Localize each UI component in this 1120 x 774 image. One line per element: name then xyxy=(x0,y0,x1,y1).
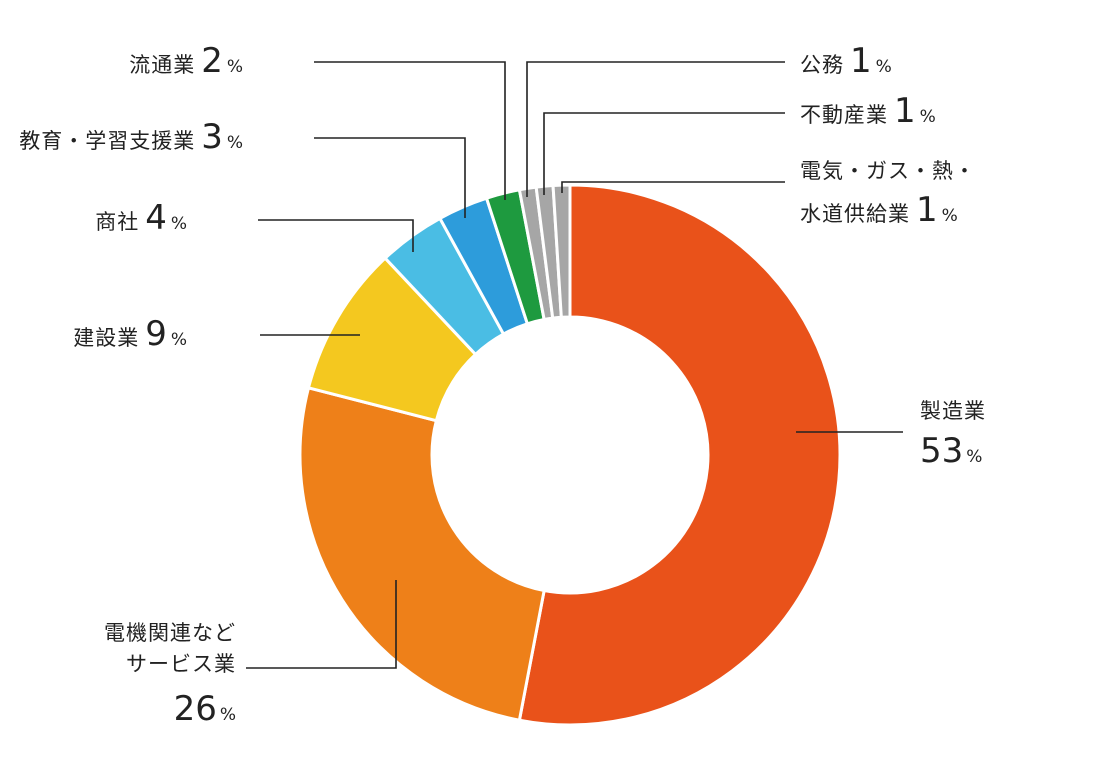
slice-label-4: 教育・学習支援業 3% xyxy=(19,117,244,157)
slice-value-2: 9 xyxy=(145,314,168,354)
slice-value-7: 1 xyxy=(894,91,917,131)
slice-value-0: 53% xyxy=(920,431,982,471)
leader-line-5 xyxy=(314,61,506,200)
slice-label-1-line-0: 電機関連など xyxy=(104,621,236,645)
slice-value-1: 26% xyxy=(174,689,236,729)
slice-value-4: 3 xyxy=(201,117,224,157)
slice-unit-4: % xyxy=(227,133,244,153)
slice-value-8: 1 xyxy=(916,190,939,230)
slice-label-8-line-1: 水道供給業 1% xyxy=(800,190,959,230)
slice-label-0: 製造業 xyxy=(920,399,986,423)
leader-line-4 xyxy=(314,137,466,218)
leader-line-1 xyxy=(246,580,397,669)
slice-label-3: 商社 4% xyxy=(95,198,188,238)
slice-unit-3: % xyxy=(171,214,188,234)
slice-label-7: 不動産業 1% xyxy=(800,91,937,131)
slice-unit-5: % xyxy=(227,57,244,77)
leader-line-7 xyxy=(543,112,785,195)
slice-8 xyxy=(551,183,572,319)
slice-label-8-line-0: 電気・ガス・熱・ xyxy=(800,159,976,183)
slice-label-5: 流通業 2% xyxy=(129,41,244,81)
donut-slices xyxy=(298,183,842,727)
leader-lines xyxy=(246,61,903,669)
leader-line-8 xyxy=(561,181,785,193)
leader-line-6 xyxy=(526,61,785,197)
slice-unit-8: % xyxy=(942,206,959,226)
slice-0 xyxy=(517,183,842,727)
slice-1 xyxy=(298,386,546,722)
slice-label-6: 公務 1% xyxy=(800,41,893,81)
slice-value-3: 4 xyxy=(145,198,168,238)
slice-value-6: 1 xyxy=(850,41,873,81)
slice-label-1-line-1: サービス業 xyxy=(126,652,236,676)
slice-value-5: 2 xyxy=(201,41,224,81)
slice-unit-2: % xyxy=(171,330,188,350)
slice-label-2: 建設業 9% xyxy=(73,314,188,354)
slice-unit-7: % xyxy=(920,107,937,127)
leader-line-3 xyxy=(258,219,414,252)
slice-unit-6: % xyxy=(876,57,893,77)
